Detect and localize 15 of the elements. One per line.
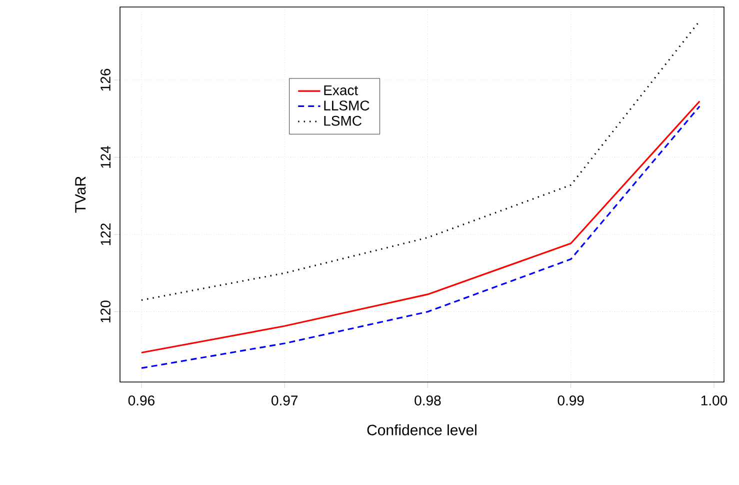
x-tick-label: 0.98 (414, 396, 441, 406)
x-tick-label: 1.00 (701, 396, 728, 406)
legend-label: LLSMC (324, 100, 370, 110)
legend-label: LSMC (324, 116, 362, 126)
y-tick-label: 120 (100, 300, 110, 322)
legend-label: Exact (324, 85, 358, 96)
y-tick-label: 126 (100, 68, 110, 91)
x-tick-label: 0.97 (272, 396, 298, 406)
x-tick-label: 0.96 (128, 396, 154, 406)
x-axis-title: Confidence level (367, 424, 476, 436)
y-axis-title: TVaR (75, 176, 86, 213)
x-tick-label: 0.99 (558, 396, 584, 406)
y-tick-label: 124 (100, 146, 110, 168)
y-tick-label: 122 (100, 223, 110, 246)
line-series (140, 20, 700, 301)
